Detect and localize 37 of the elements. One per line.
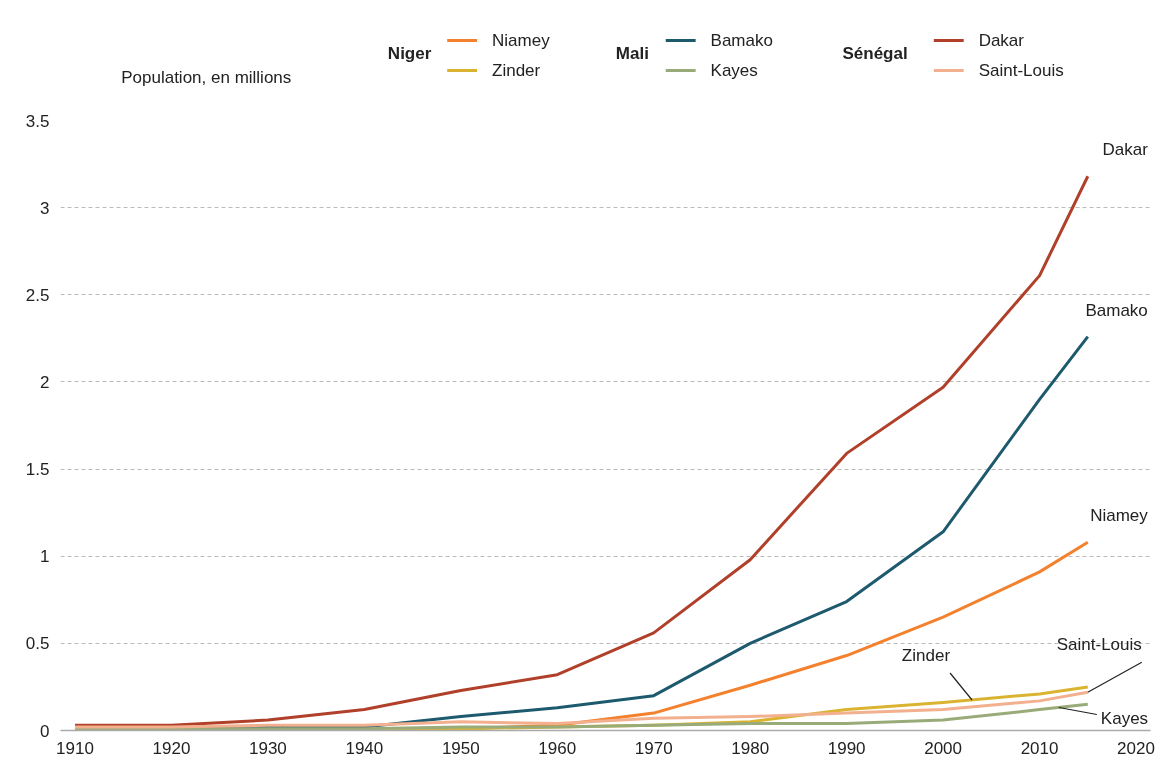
y-tick-label: 3 — [40, 198, 50, 218]
y-tick-label: 3.5 — [25, 111, 50, 131]
y-tick-label: 0 — [40, 721, 50, 741]
y-axis-title: Population, en millions — [121, 68, 292, 87]
x-tick-label: 1930 — [248, 738, 287, 758]
legend-label: Dakar — [978, 31, 1025, 50]
legend-label: Kayes — [710, 61, 758, 80]
y-tick-label: 0.5 — [25, 634, 50, 654]
text: Niger — [387, 44, 432, 63]
y-tick-label: 1.5 — [25, 460, 50, 480]
x-tick-label: 1950 — [441, 738, 480, 758]
text: Sénégal — [842, 44, 908, 63]
x-tick-label: 1920 — [152, 738, 191, 758]
x-tick-label: 1970 — [634, 738, 673, 758]
text: Niamey — [1090, 506, 1148, 526]
text: Dakar — [1102, 140, 1148, 160]
line-series — [73, 690, 1090, 729]
legend-label: Bamako — [710, 31, 773, 50]
x-tick-label: 1910 — [56, 738, 94, 758]
legend-label: Niamey — [492, 31, 551, 50]
text: Zinder — [901, 646, 951, 665]
x-tick-label: 1940 — [345, 738, 384, 758]
y-tick-label: 2.5 — [25, 285, 50, 305]
legend-label: Zinder — [492, 61, 541, 80]
text: Mali — [615, 44, 649, 63]
y-tick-label: 2 — [40, 372, 50, 392]
x-tick-label: 1990 — [827, 738, 866, 758]
x-tick-label: 1980 — [731, 738, 770, 758]
x-tick-label: 1960 — [538, 738, 577, 758]
text: Bamako — [1085, 300, 1148, 320]
text: Kayes — [1100, 709, 1149, 729]
x-tick-label: 2020 — [1117, 738, 1155, 758]
y-tick-label: 1 — [40, 547, 50, 567]
x-tick-label: 2010 — [1020, 738, 1059, 758]
x-tick-label: 2000 — [924, 738, 963, 758]
text: Saint-Louis — [1056, 635, 1142, 655]
legend-label: Saint-Louis — [978, 61, 1064, 80]
